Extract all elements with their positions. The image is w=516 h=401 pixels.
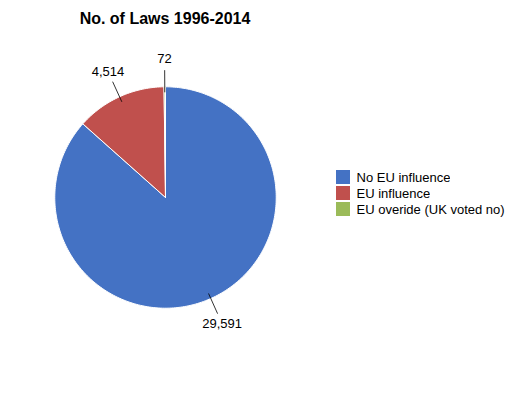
svg-text:72: 72 — [157, 51, 171, 66]
html-text:No EU influence: No EU influence — [356, 169, 451, 185]
svg-text:4,514: 4,514 — [92, 64, 125, 79]
svg-text:29,591: 29,591 — [202, 316, 242, 331]
html-text:EU influence: EU influence — [356, 185, 431, 201]
html-text:No. of Laws 1996-2014: No. of Laws 1996-2014 — [79, 10, 251, 27]
html-text:EU overide (UK voted no): EU overide (UK voted no) — [356, 201, 505, 217]
